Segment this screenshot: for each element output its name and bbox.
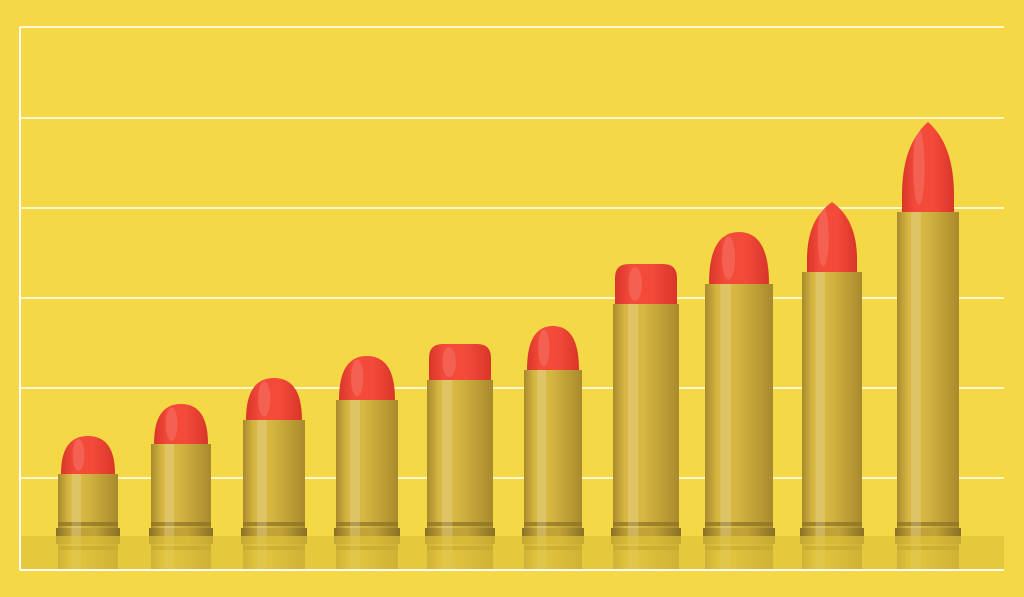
bullet-7 [703,232,775,536]
bullet-0 [56,436,120,536]
bullet-5 [522,326,584,536]
bullet-9 [895,122,961,536]
chart-svg [0,0,1024,597]
bullet-1 [149,404,213,536]
bullet-3 [334,356,400,536]
bullet-4 [425,344,495,536]
bullet-6 [611,264,681,536]
bullet-2 [241,378,307,536]
bullet-bar-chart [0,0,1024,597]
bullet-8 [800,202,864,536]
